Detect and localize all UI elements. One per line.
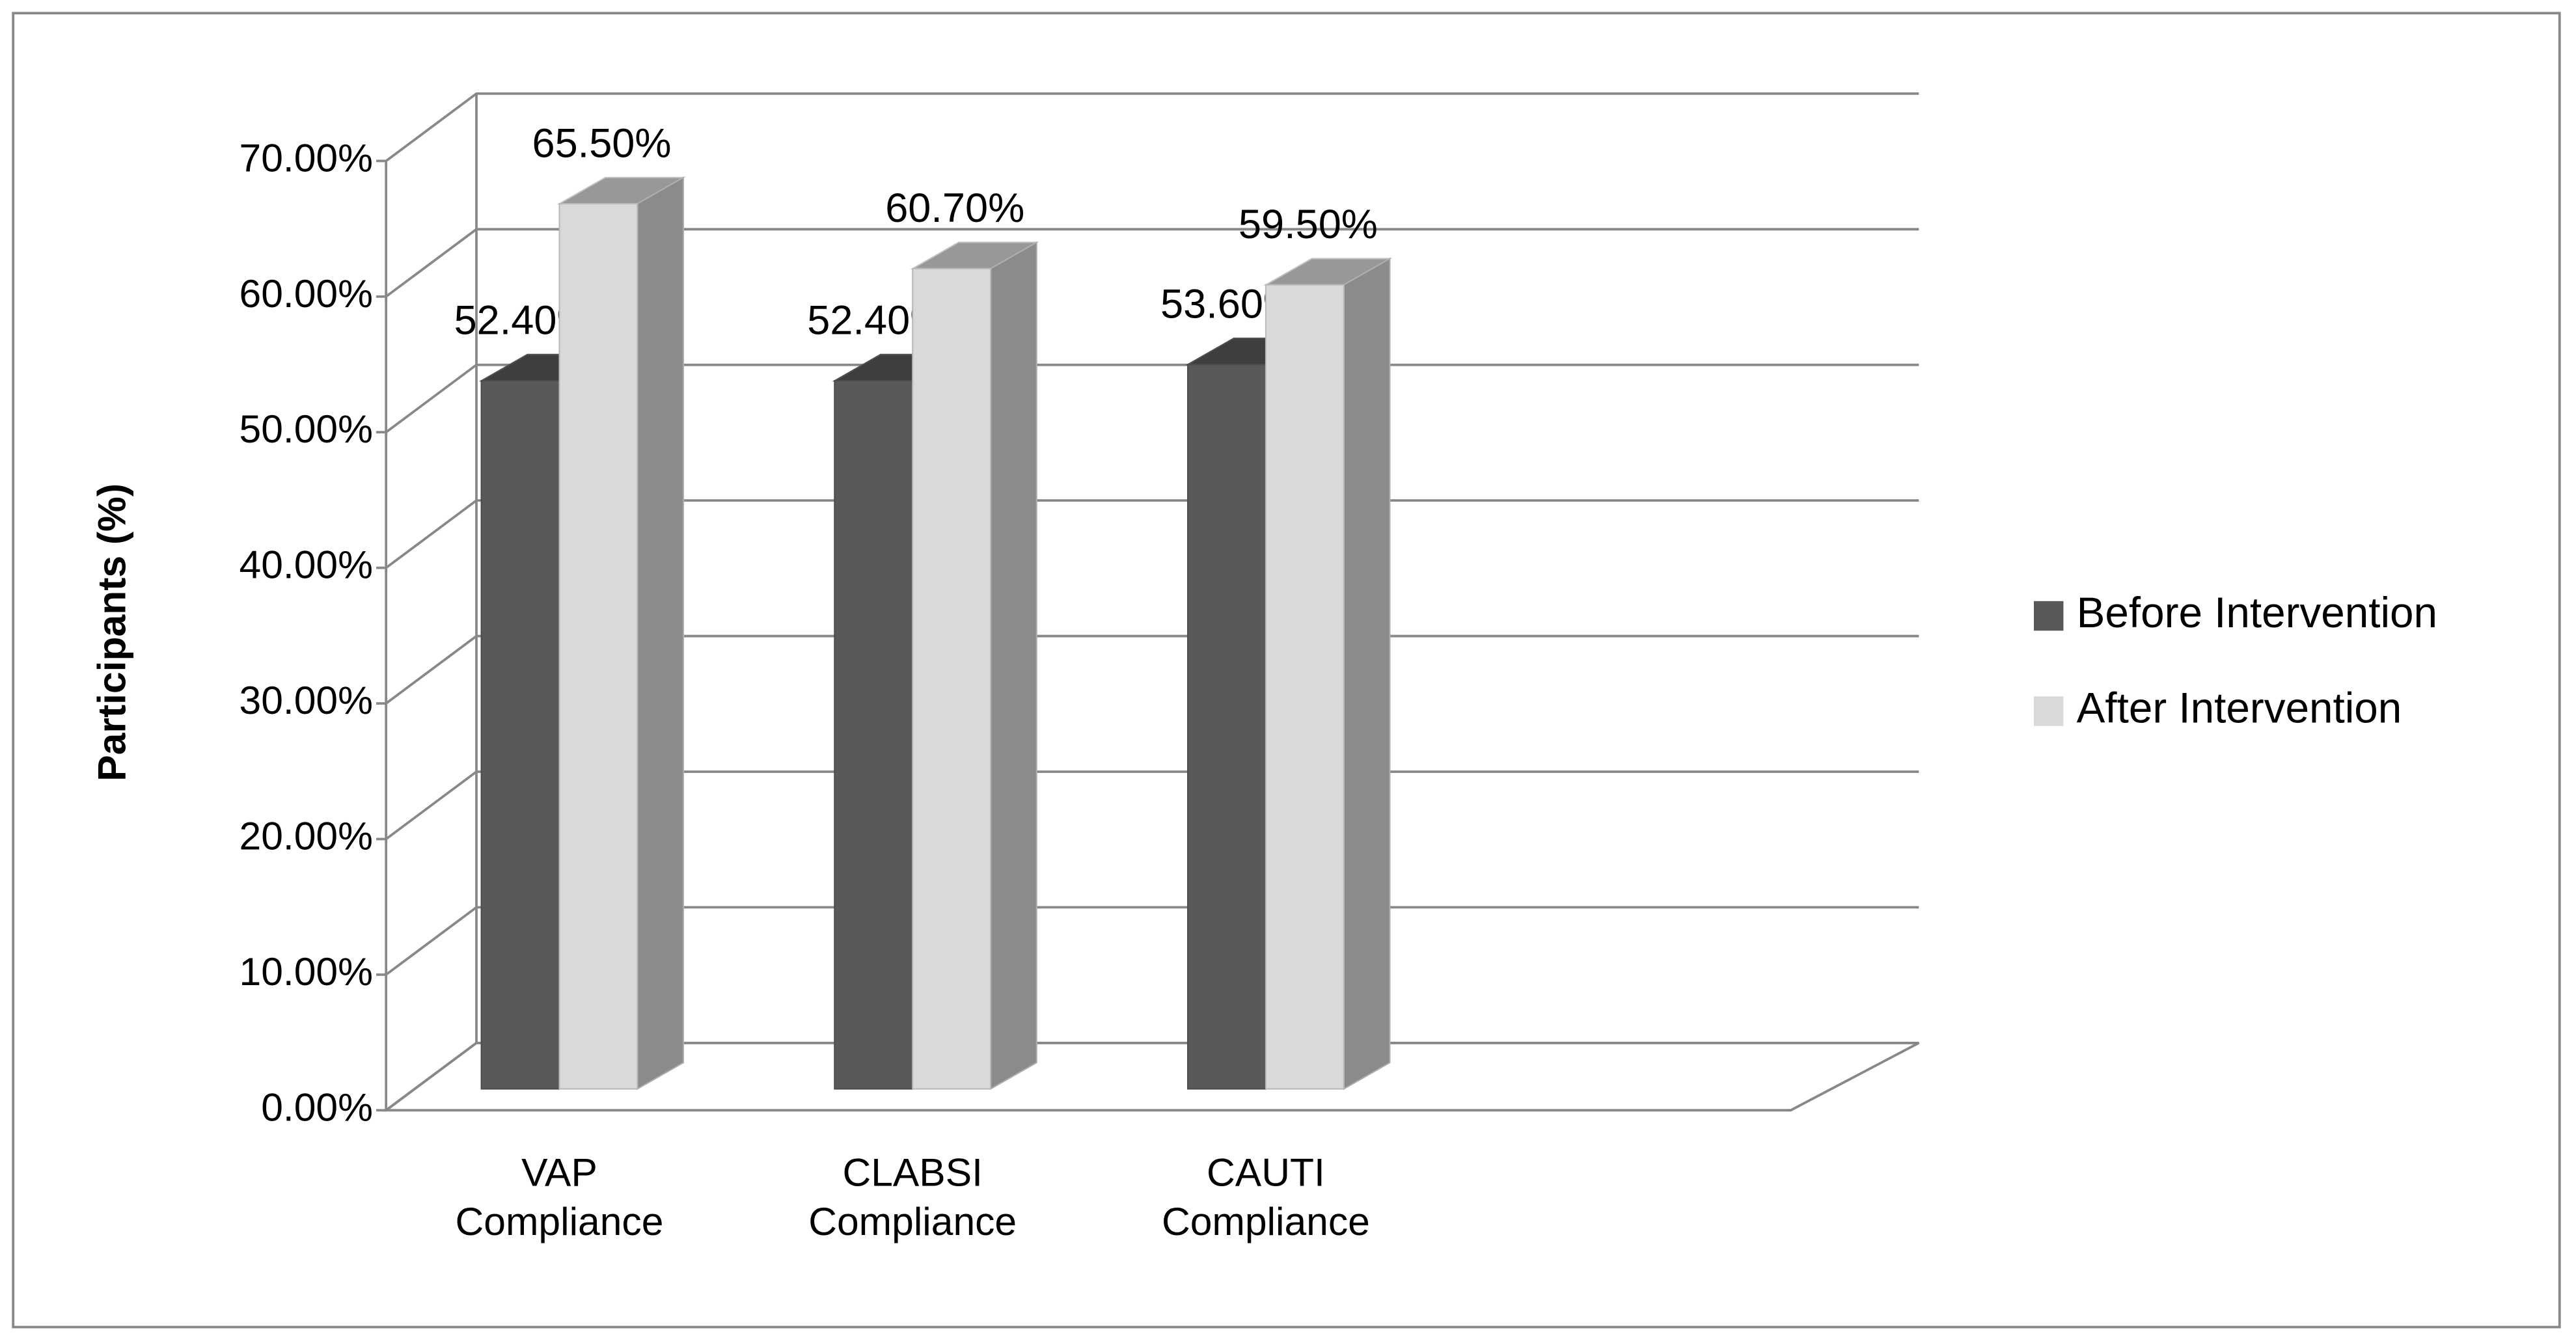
data-label: 65.50% — [532, 120, 671, 166]
legend-swatch — [2034, 601, 2064, 631]
y-tick-label: 70.00% — [240, 135, 373, 180]
legend-label: After Intervention — [2077, 684, 2402, 731]
bar — [910, 241, 1039, 1091]
y-tick-label: 40.00% — [240, 543, 373, 587]
bar-front — [1265, 284, 1345, 1090]
x-tick-label-box: CLABSI Compliance — [808, 1151, 1017, 1245]
bar-front — [558, 203, 638, 1090]
y-tick-label: 20.00% — [240, 813, 373, 858]
x-tick-label: CAUTI Compliance — [1161, 1151, 1370, 1245]
x-tick-label-box: CAUTI Compliance — [1161, 1151, 1370, 1245]
y-tick-label: 10.00% — [240, 949, 373, 994]
y-tick-label: 50.00% — [240, 407, 373, 451]
bar-front — [1187, 364, 1267, 1090]
y-axis-title: Participants (%) — [90, 483, 134, 781]
legend-label: Before Intervention — [2077, 589, 2437, 636]
x-tick-label: VAP Compliance — [455, 1151, 664, 1245]
bar-side — [637, 176, 685, 1091]
y-tick-label: 30.00% — [240, 678, 373, 722]
data-label: 59.50% — [1239, 202, 1378, 247]
x-tick-label-box: VAP Compliance — [455, 1151, 664, 1245]
legend-swatch — [2034, 696, 2064, 726]
bar — [556, 176, 686, 1091]
bar-front — [834, 380, 914, 1090]
x-tick-label: CLABSI Compliance — [808, 1151, 1017, 1245]
y-tick-label: 60.00% — [240, 271, 373, 316]
bar — [1263, 257, 1393, 1091]
bar-side — [1343, 257, 1391, 1091]
data-label: 60.70% — [885, 185, 1024, 231]
bar-side — [990, 241, 1037, 1091]
bar-front — [912, 267, 992, 1090]
y-tick-label: 0.00% — [261, 1085, 373, 1129]
bar-front — [480, 380, 560, 1090]
